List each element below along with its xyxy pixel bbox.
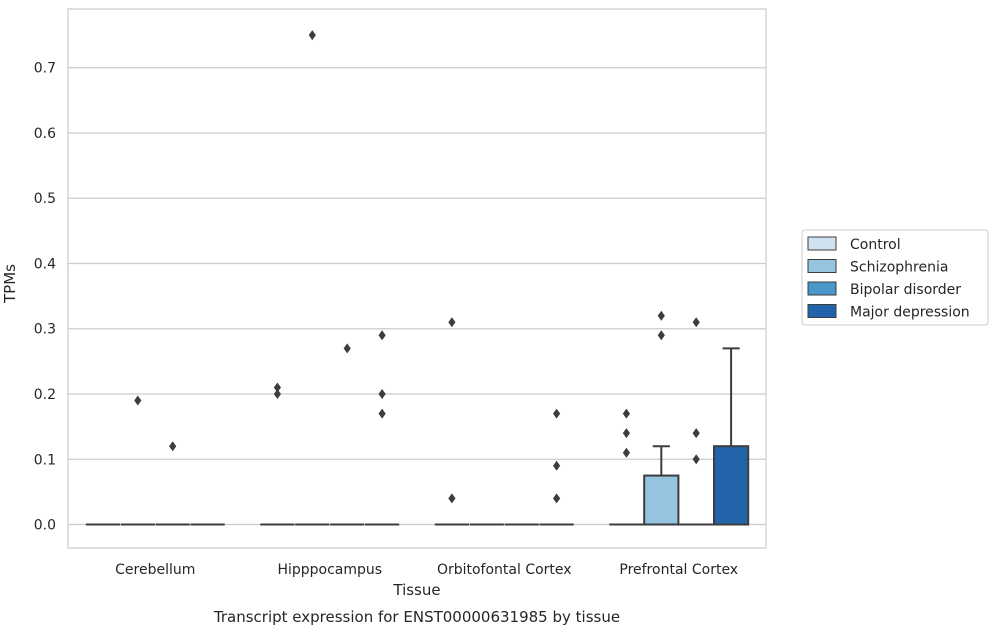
outlier-point (657, 330, 665, 341)
y-axis-label: TPMs (1, 264, 19, 304)
outlier-point (692, 428, 700, 439)
box-Orbitofontal Cortex-Control (434, 317, 470, 526)
outlier-point (378, 389, 386, 399)
outlier-point (692, 454, 700, 465)
box-body (712, 445, 750, 526)
y-tick-label: 0.1 (34, 452, 56, 468)
x-tick-label: Hipppocampus (277, 562, 382, 578)
y-tick-label: 0.7 (34, 61, 56, 77)
legend-swatch (807, 281, 837, 296)
legend: Control Schizophrenia Bipolar disorder Majo… (801, 229, 989, 326)
legend-frame (801, 229, 989, 326)
legend-swatch (807, 304, 837, 318)
outlier-point (692, 317, 700, 328)
legend-swatch (807, 236, 837, 251)
legend-label: Control (850, 237, 901, 253)
box-Cerebellum-Schizophrenia (120, 395, 155, 526)
box-Orbitofontal Cortex-Major depression (539, 408, 574, 526)
gridlines (68, 67, 766, 526)
outlier-point (169, 441, 177, 452)
outlier-point (308, 30, 316, 41)
outlier-point (343, 343, 351, 354)
y-tick-label: 0.3 (34, 322, 56, 338)
legend-label: Major depression (850, 305, 970, 321)
outlier-point (273, 382, 281, 393)
outlier-point (622, 447, 630, 458)
x-tick-label: Orbitofontal Cortex (437, 562, 572, 578)
box-Prefrontal Cortex-Schizophrenia (643, 310, 680, 526)
boxes (85, 30, 750, 526)
outlier-point (378, 408, 386, 419)
x-tick-label: Cerebellum (115, 562, 195, 578)
box-Cerebellum-Bipolar disorder (155, 441, 190, 526)
box-Prefrontal Cortex-Major depression (712, 347, 750, 526)
y-axis-ticks: 0.0 0.1 0.2 0.3 0.4 0.5 0.6 0.7 (34, 61, 56, 534)
box-Hipppocampus-Schizophrenia (295, 30, 330, 526)
y-tick-label: 0.2 (34, 387, 56, 403)
outlier-point (553, 408, 561, 419)
y-tick-label: 0.5 (34, 191, 56, 207)
box-Prefrontal Cortex-Bipolar disorder (679, 317, 714, 526)
outlier-point (448, 493, 456, 504)
box-Hipppocampus-Major depression (364, 330, 400, 526)
outlier-point (448, 317, 456, 328)
box-Hipppocampus-Control (260, 382, 295, 526)
outlier-point (134, 395, 142, 406)
y-tick-label: 0.6 (34, 126, 56, 142)
x-tick-label: Prefrontal Cortex (619, 562, 738, 578)
legend-label: Bipolar disorder (850, 282, 961, 298)
outlier-point (622, 428, 630, 439)
y-tick-label: 0.0 (34, 518, 56, 534)
legend-label: Schizophrenia (850, 260, 948, 276)
outlier-point (553, 460, 561, 471)
y-tick-label: 0.4 (34, 256, 56, 272)
x-axis-ticks: Cerebellum Hipppocampus Orbitofontal Corte… (115, 562, 738, 578)
chart-caption: Transcript expression for ENST0000063198… (213, 608, 620, 626)
outlier-point (657, 310, 665, 321)
legend-swatch (807, 259, 837, 273)
outlier-point (273, 389, 281, 399)
box-Hipppocampus-Bipolar disorder (330, 343, 365, 526)
plot-area-frame (67, 8, 767, 549)
outlier-point (622, 408, 630, 419)
outlier-point (553, 493, 561, 504)
box-body (643, 474, 680, 526)
box-Prefrontal Cortex-Control (609, 408, 644, 526)
outlier-point (378, 330, 386, 341)
x-axis-label: Tissue (392, 581, 440, 599)
